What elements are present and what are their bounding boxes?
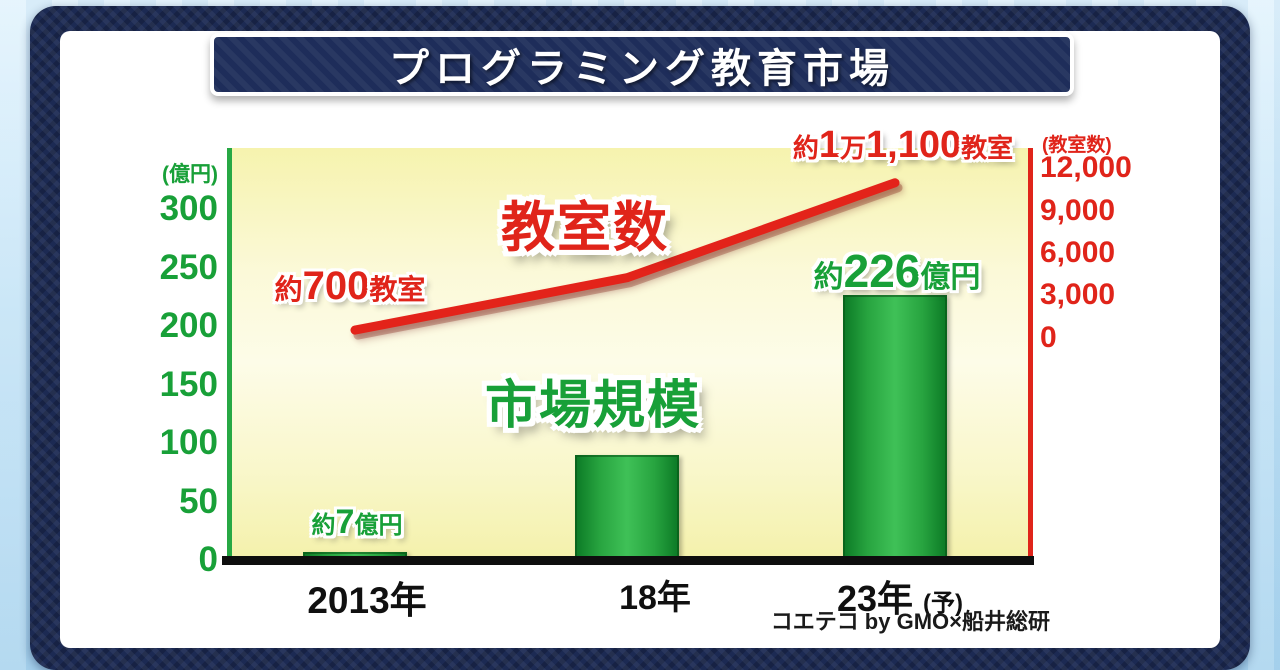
annotation-unit: 教室 [961,133,1014,163]
right-axis-tick: 12,000 [1040,151,1132,184]
x-label-text: 18年 [619,579,691,617]
line-start-annotation: 約700教室 [275,264,426,309]
left-axis-tick: 300 [159,189,218,228]
source-credit: コエテコ by GMO×船井総研 [770,609,1050,634]
x-label-2013: 2013年 [307,570,426,624]
x-label-text: 2013年 [307,580,427,621]
left-axis-tick: 200 [159,306,218,345]
annotation-value: 1,100 [866,124,962,166]
annotation-unit-man: 万 [840,133,867,163]
x-label-2018: 18年 [619,570,691,619]
bar-2023-annotation: 約226億円 [814,244,981,298]
annotation-unit: 億円 [354,512,403,539]
right-axis-line [1028,148,1033,560]
chart-title-banner: プログラミング教育市場 [210,33,1074,96]
left-axis-tick: 50 [179,482,218,521]
annotation-prefix: 約 [274,274,303,305]
bar-2013-annotation: 約7億円 [312,503,403,542]
left-axis-tick: 150 [159,365,218,404]
right-axis-tick: 6,000 [1040,236,1116,269]
classrooms-line [350,178,900,335]
annotation-prefix: 約 [792,133,819,163]
market-bar [843,295,947,560]
classrooms-line-chart [350,178,903,340]
left-axis-unit-label: (億円) [162,163,218,186]
annotation-value: 700 [302,264,370,308]
left-axis-tick: 250 [159,248,218,287]
annotation-value: 226 [843,245,921,297]
annotation-value: 7 [335,503,355,541]
classrooms-line-shadow [353,183,903,340]
annotation-unit: 億円 [920,261,981,294]
x-axis-line [222,556,1034,565]
line-end-annotation: 約1万1,100教室 [793,124,1013,167]
annotation-prefix: 約 [813,261,844,294]
x-label-2023: 23年 (予) [837,570,963,622]
right-axis-tick: 3,000 [1040,278,1116,311]
left-axis-tick: 100 [159,423,218,462]
plot-area [230,148,1030,560]
right-axis-unit-label: (教室数) [1042,135,1112,156]
left-axis-tick: 0 [198,540,218,579]
annotation-value: 1 [818,124,841,166]
bar-series-label: 市場規模 [484,377,702,435]
annotation-prefix: 約 [311,512,336,539]
line-series-label: 教室数 [501,198,669,258]
page-title: プログラミング教育市場 [389,46,895,91]
right-axis-tick: 9,000 [1040,194,1116,227]
x-label-text: 23年 [836,578,914,619]
right-axis-tick: 0 [1040,321,1057,354]
market-bar [575,455,679,560]
left-axis-line [227,148,232,560]
annotation-unit: 教室 [369,274,426,305]
x-label-forecast-suffix: (予) [923,590,964,617]
